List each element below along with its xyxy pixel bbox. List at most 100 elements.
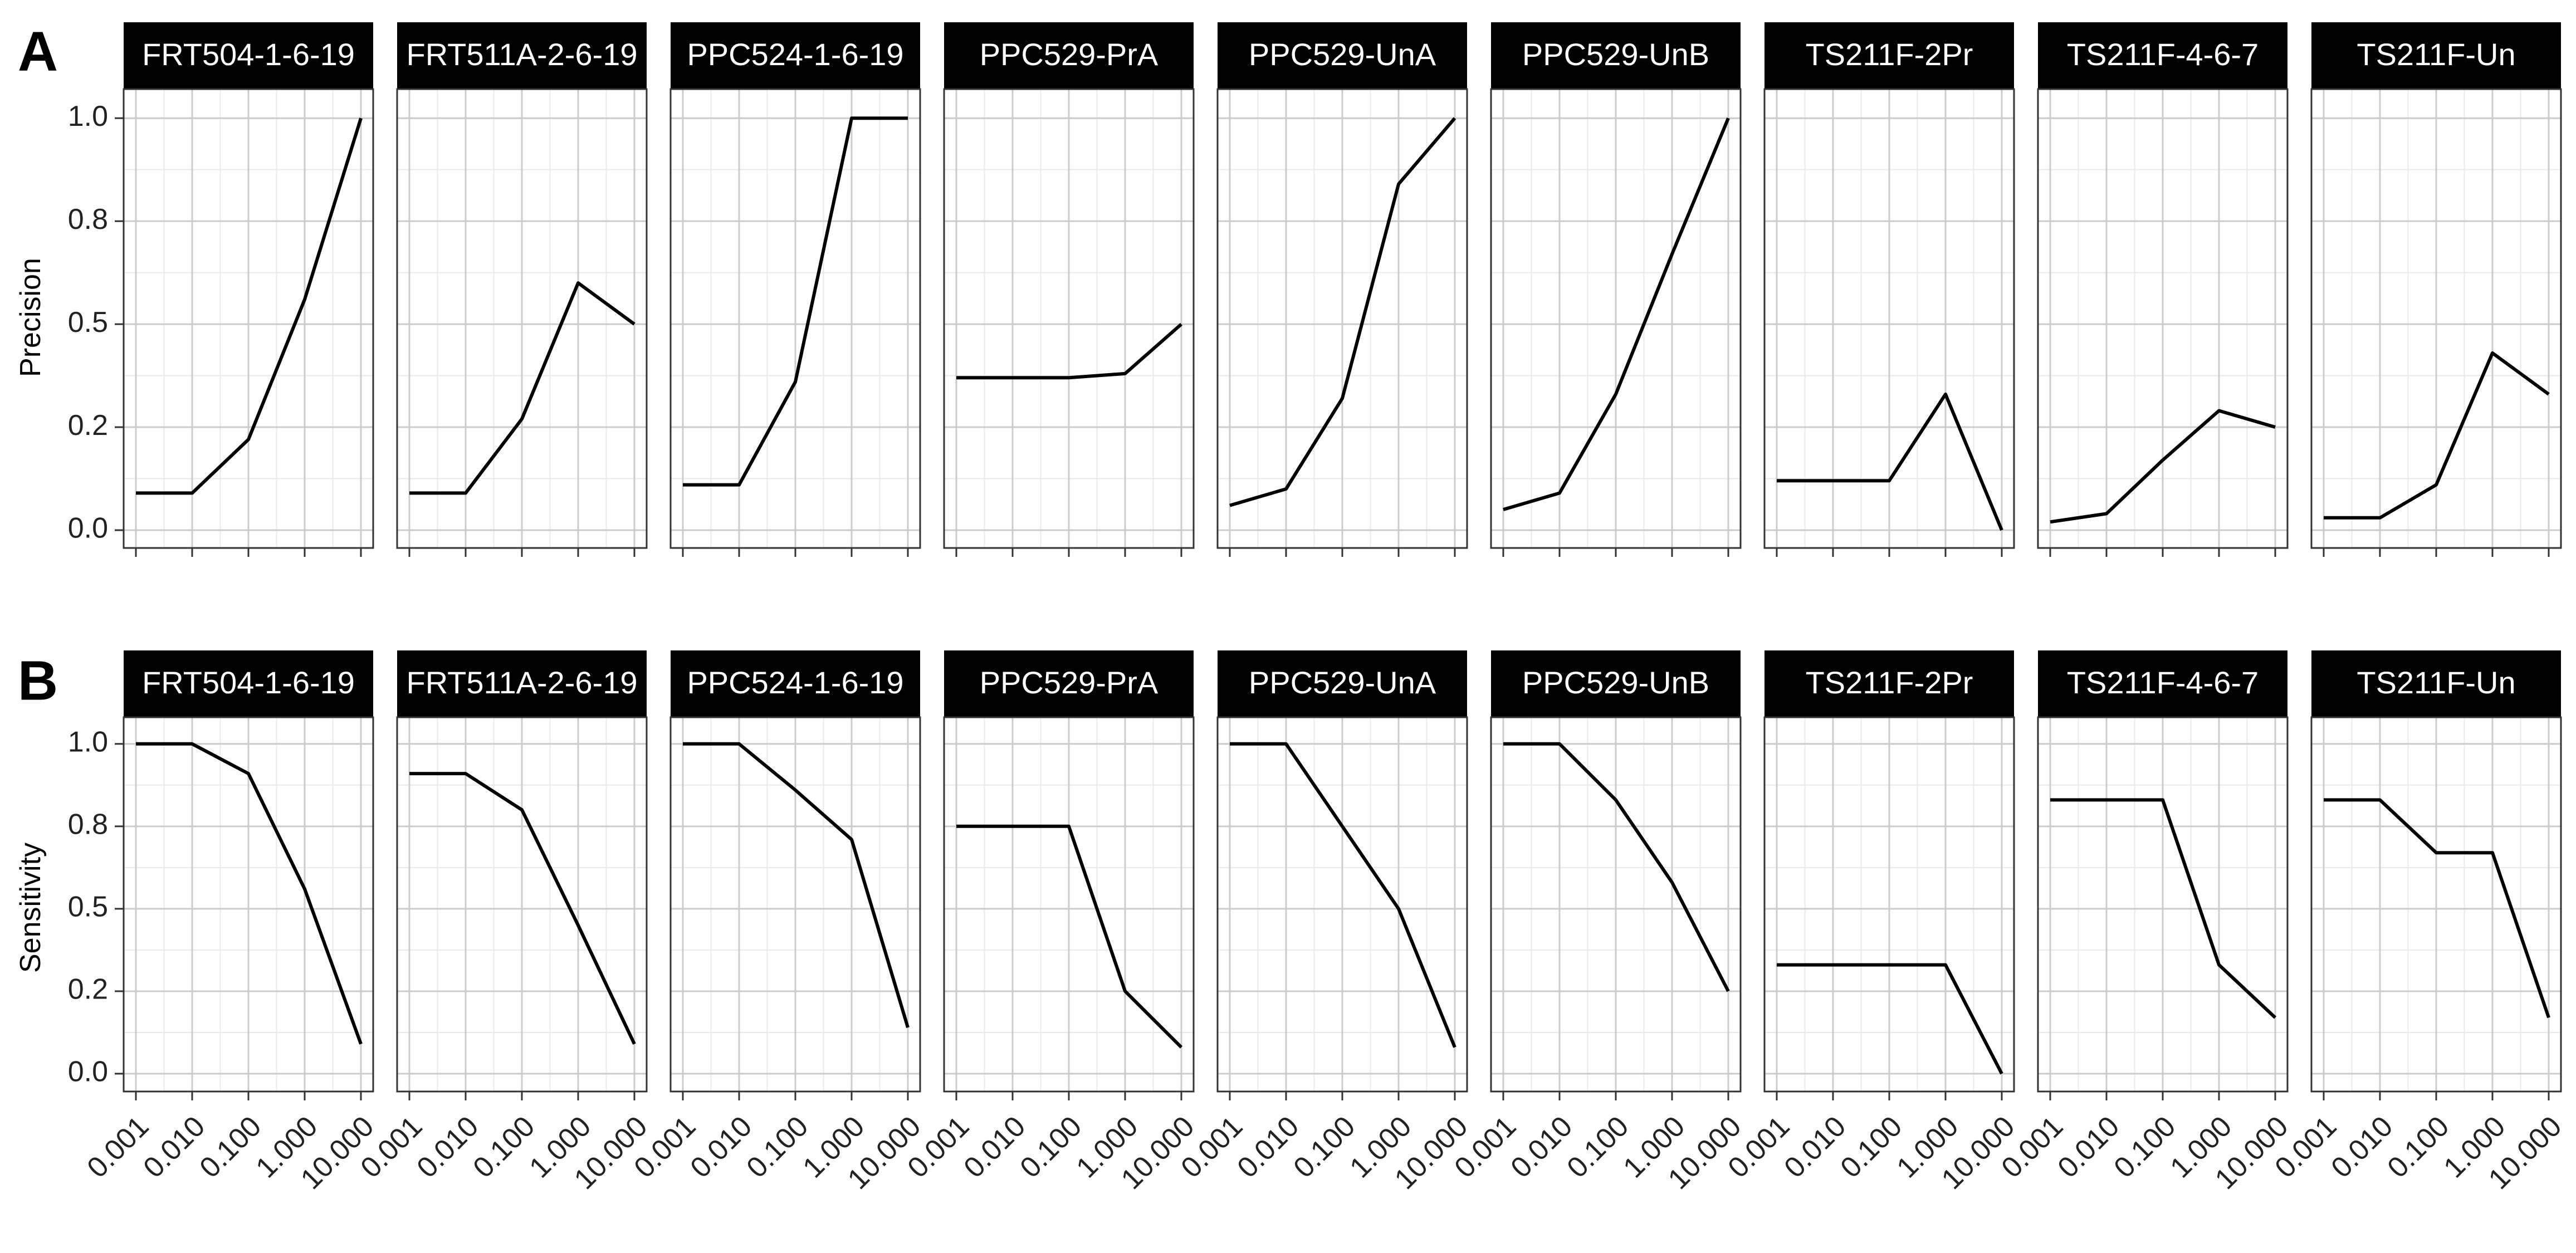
y-tick-label: 1.0: [68, 726, 108, 758]
x-tick-label: 0.100: [1287, 1110, 1361, 1184]
facet-strip: [1764, 22, 2014, 89]
y-tick-label: 0.5: [68, 891, 108, 923]
facet-panel: TS211F-Un: [2310, 22, 2562, 557]
facet-strip-label: PPC529-UnB: [1522, 37, 1709, 72]
facet-strip: [671, 22, 920, 89]
facet-strip: [1764, 650, 2014, 717]
chart-row-a: A Precision FRT504-1-6-19 0.0 0.2 0.5 0.8 1.0 FR…: [14, 20, 2562, 557]
series-line: [1230, 742, 1456, 1048]
x-tick-label: 0.001: [81, 1110, 155, 1184]
y-tick-label: 0.2: [68, 409, 108, 442]
facet-strip: [397, 650, 647, 717]
facet-strip: [2311, 22, 2561, 89]
y-tick-label: 0.0: [68, 512, 108, 545]
x-tick-label: 0.100: [467, 1110, 541, 1184]
series-line: [1503, 742, 1730, 992]
facet-strip: [2311, 650, 2561, 717]
facet-strip: [944, 650, 1194, 717]
facet-panel: TS211F-2Pr: [1763, 22, 2015, 557]
facet-strip-label: TS211F-2Pr: [1806, 665, 1973, 700]
facet-panel: PPC524-1-6-19: [669, 22, 921, 557]
series-line: [956, 322, 1182, 380]
x-tick-label: 0.010: [410, 1110, 485, 1184]
series-line: [136, 118, 363, 495]
facet-strip-label: TS211F-4-6-7: [2067, 665, 2259, 700]
x-tick-label: 0.100: [1561, 1110, 1635, 1184]
panel-tag-a: A: [18, 20, 58, 82]
x-tick-label: 0.100: [740, 1110, 814, 1184]
x-tick-label: 0.100: [2381, 1110, 2455, 1184]
series-line: [683, 116, 908, 487]
x-tick-label: 0.010: [1231, 1110, 1305, 1184]
series-line: [2050, 798, 2277, 1019]
x-tick-label: 0.010: [1504, 1110, 1578, 1184]
panel-tag-b: B: [18, 649, 58, 712]
x-tick-label: 0.100: [1834, 1110, 1908, 1184]
facet-strip-label: PPC524-1-6-19: [687, 37, 903, 72]
x-tick-label: 0.010: [137, 1110, 211, 1184]
facet-panel: PPC529-PrA: [943, 22, 1195, 557]
series-line: [1229, 117, 1456, 507]
x-tick-label: 0.010: [1778, 1110, 1852, 1184]
series-line: [2324, 351, 2550, 520]
y-tick-label: 0.2: [68, 973, 108, 1006]
facet-strip: [397, 22, 647, 89]
chart-row-b: BSensitivityFRT504-1-6-190.0010.0100.100…: [14, 649, 2568, 1196]
facet-strip: [1491, 22, 1741, 89]
y-tick-label: 0.0: [68, 1056, 108, 1088]
y-axis-label: Sensitivity: [14, 843, 47, 973]
y-tick-label: 0.8: [68, 809, 108, 841]
facet-strip-label: FRT504-1-6-19: [142, 665, 355, 700]
x-tick-label: 0.100: [193, 1110, 267, 1184]
y-tick-label: 0.8: [68, 203, 108, 236]
facet-strip: [671, 650, 920, 717]
series-line: [2324, 798, 2550, 1019]
facet-strip: [1491, 650, 1741, 717]
facet-strip: [124, 650, 373, 717]
series-line: [1503, 118, 1730, 511]
facet-strip-label: PPC529-UnA: [1249, 37, 1436, 72]
x-tick-label: 0.010: [2051, 1110, 2125, 1184]
series-line: [683, 742, 910, 1028]
facet-strip: [1218, 22, 1467, 89]
series-line: [1777, 392, 2003, 531]
facet-panel: PPC529-UnB: [1490, 22, 1742, 557]
facet-strip-label: PPC529-PrA: [980, 37, 1159, 72]
facet-panel: TS211F-4-6-7: [2037, 22, 2289, 557]
facet-strip: [2038, 650, 2287, 717]
x-tick-label: 0.010: [957, 1110, 1032, 1184]
facet-strip-label: PPC529-UnB: [1522, 665, 1709, 700]
facet-strip-label: PPC529-PrA: [980, 665, 1159, 700]
y-tick-label: 1.0: [68, 100, 108, 133]
x-tick-label: 0.100: [1014, 1110, 1088, 1184]
y-axis-label: Precision: [14, 258, 47, 377]
facet-panel: PPC529-UnA: [1216, 22, 1468, 557]
series-line: [1777, 963, 2003, 1075]
facet-strip-label: PPC529-UnA: [1249, 665, 1436, 700]
x-tick-label: 0.010: [2325, 1110, 2399, 1184]
facet-strip-label: FRT511A-2-6-19: [407, 37, 638, 72]
facet-strip: [124, 22, 373, 89]
facet-panel: FRT511A-2-6-19: [396, 22, 648, 557]
series-line: [409, 772, 636, 1045]
facet-strip: [1218, 650, 1467, 717]
facet-strip-label: FRT511A-2-6-19: [407, 665, 638, 700]
series-line: [136, 742, 363, 1045]
facet-strip-label: TS211F-4-6-7: [2067, 37, 2259, 72]
facet-strip-label: TS211F-Un: [2357, 37, 2515, 72]
series-line: [2050, 409, 2276, 524]
facet-strip-label: FRT504-1-6-19: [142, 37, 355, 72]
facet-strip: [2038, 22, 2287, 89]
facet-panel: FRT504-1-6-190.0010.0100.1001.00010.0000…: [68, 650, 380, 1196]
x-tick-label: 0.100: [2108, 1110, 2182, 1184]
y-tick-label: 0.5: [68, 306, 108, 339]
